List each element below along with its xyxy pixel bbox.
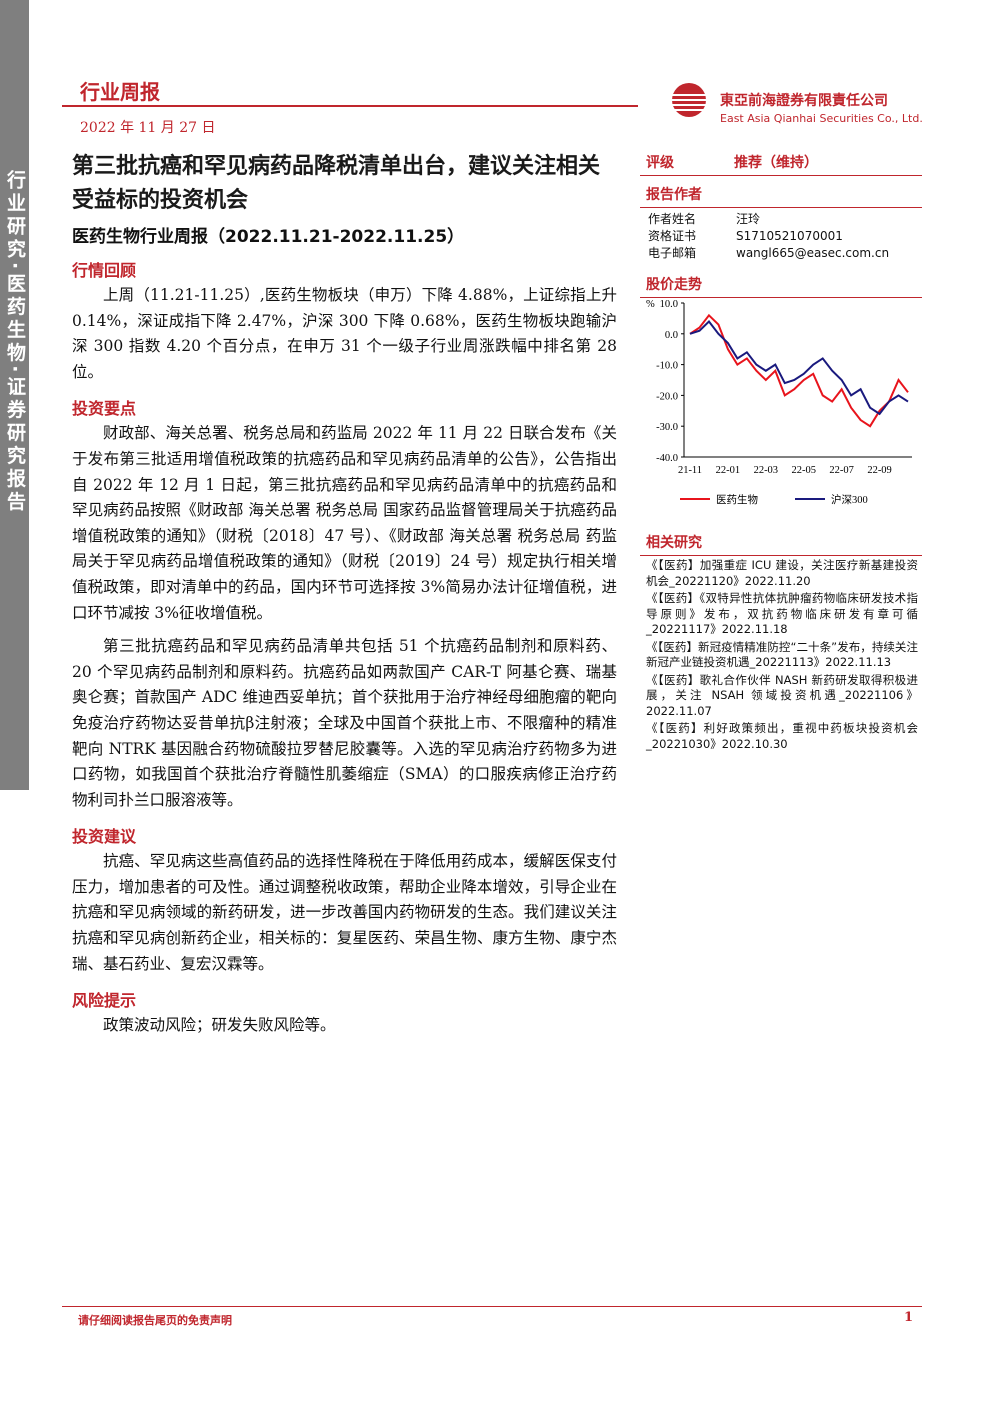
section-heading: 行情回顾 (72, 261, 137, 280)
related-item: 《【医药】新冠疫情精准防控“二十条”发布，持续关注新冠产业链投资机遇_20221… (646, 639, 918, 670)
y-tick-label: 0.0 (665, 330, 678, 341)
footer-rule (62, 1306, 922, 1307)
section-heading: 风险提示 (72, 991, 137, 1011)
author-row: 电子邮箱 wangl665@easec.com.cn (640, 245, 922, 262)
chart: % 10.0 0.0 -10.0 -20.0 -30.0 -40.021-11 22-01 22… (646, 299, 912, 506)
author-value: 汪玲 (736, 212, 761, 226)
x-tick-label: 22-07 (829, 465, 854, 476)
y-tick-label: -10.0 (656, 361, 678, 372)
legend-label: 沪深300 (831, 493, 868, 506)
company-name: 東亞前海證券有限責任公司 (720, 93, 888, 109)
section-heading: 相关研究 (640, 530, 922, 556)
rating: 评级 推荐（维持） (640, 150, 922, 176)
sections: 行情回顾上周（11.21-11.25）,医药生物板块（申万）下降 4.88%，上… (72, 257, 617, 1039)
report-type: 行业周报 (80, 80, 160, 104)
y-tick-label: 10.0 (660, 299, 678, 310)
related-item: 《【医药】歌礼合作伙伴 NASH 新药研发取得积极进展，关注 NSAH 领域投资… (646, 672, 918, 718)
series-line (689, 319, 909, 416)
author-row: 资格证书 S1710521070001 (640, 228, 922, 245)
x-tick-label: 22-03 (754, 465, 779, 476)
paragraph: 抗癌、罕见病这些高值药品的选择性降税在于降低用药成本，缓解医保支付压力，增加患者… (72, 852, 617, 973)
author-key: 作者姓名 (648, 212, 697, 226)
author-value: S1710521070001 (736, 229, 843, 243)
x-tick-label: 22-05 (791, 465, 816, 476)
x-tick-label: 22-01 (716, 465, 741, 476)
author-key: 电子邮箱 (648, 246, 697, 260)
main-column: 第三批抗癌和罕见病药品降税清单出台，建议关注相关受益标的投资机会 医药生物行业周… (72, 150, 617, 1047)
report-title: 第三批抗癌和罕见病药品降税清单出台，建议关注相关受益标的投资机会 (72, 154, 601, 213)
report-subtitle: 医药生物行业周报（2022.11.21-2022.11.25） (72, 227, 465, 247)
author-table: 作者姓名 汪玲资格证书 S1710521070001 电子邮箱 wangl665@eas… (640, 208, 922, 262)
disclaimer: 请仔细阅读报告尾页的免责声明 (78, 1314, 232, 1327)
section-heading: 投资建议 (72, 827, 137, 847)
section-heading: 报告作者 (640, 182, 922, 208)
report-date: 2022 年 11 月 27 日 (80, 120, 216, 136)
related-item: 《【医药】加强重症 ICU 建设，关注医疗新基建投资机会_20221120》20… (646, 558, 918, 588)
sidebar (0, 0, 29, 790)
related-item: 《【医药】利好政策频出，重视中药板块投资机会_20221030》2022.10.… (646, 721, 918, 751)
x-tick-label: 21-11 (678, 465, 702, 476)
series-line (689, 313, 909, 428)
logo (670, 83, 708, 117)
company-name-en: East Asia Qianhai Securities Co., Ltd. (720, 112, 923, 125)
y-tick-label: -30.0 (656, 422, 678, 433)
y-tick-label: -20.0 (656, 391, 678, 402)
related-research: 相关研究 《【医药】加强重症 ICU 建设，关注医疗新基建投资机会_202211… (640, 530, 922, 752)
header-rule (62, 105, 638, 107)
page-number: 1 (904, 1310, 914, 1325)
legend-label: 医药生物 (716, 493, 758, 506)
author-value: wangl665@easec.com.cn (736, 246, 890, 260)
rating-value: 推荐（维持） (734, 155, 818, 171)
related-list: 《【医药】加强重症 ICU 建设，关注医疗新基建投资机会_20221120》20… (640, 556, 922, 752)
side-column: 评级 推荐（维持） 报告作者 作者姓名 汪玲资格证书 S1710521070001 电… (640, 150, 922, 298)
y-tick-label: -40.0 (656, 453, 678, 464)
section-heading: 股价走势 (640, 272, 922, 298)
paragraph: 财政部、海关总署、税务总局和药监局 2022 年 11 月 22 日联合发布《关… (72, 424, 617, 622)
paragraph: 上周（11.21-11.25）,医药生物板块（申万）下降 4.88%，上证综指上… (72, 286, 617, 381)
paragraph: 第三批抗癌药品和罕见病药品清单共包括 51 个抗癌药品制剂和原料药、20 个罕见… (72, 637, 617, 809)
sidebar-label: 行业研究·医药生物·证券研究报告 (4, 170, 26, 515)
x-tick-label: 22-09 (867, 465, 892, 476)
author-row: 作者姓名 汪玲 (640, 211, 922, 228)
author-key: 资格证书 (648, 229, 697, 243)
rating-label: 评级 (646, 155, 674, 171)
y-unit: % (646, 299, 655, 310)
paragraph: 政策波动风险；研发失败风险等。 (103, 1016, 336, 1035)
related-item: 《【医药】《双特异性抗体抗肿瘤药物临床研发技术指导原则》发布，双抗药物临床研发有… (646, 591, 918, 636)
section-heading: 投资要点 (72, 399, 137, 419)
